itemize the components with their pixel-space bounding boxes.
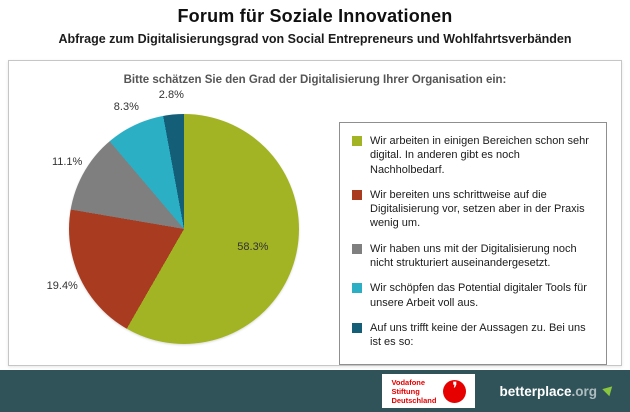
footer-bar: Vodafone Stiftung Deutschland ❜ betterpl… bbox=[0, 370, 630, 412]
betterplace-name: betterplace bbox=[499, 383, 572, 399]
legend-swatch bbox=[352, 136, 362, 146]
vodafone-line3: Deutschland bbox=[391, 395, 437, 405]
vodafone-speechmark-icon: ❜ bbox=[443, 379, 467, 403]
pie-area: 58.3% 19.4% 11.1% 8.3% 2.8% bbox=[9, 88, 339, 360]
chart-panel: Bitte schätzen Sie den Grad der Digitali… bbox=[8, 60, 622, 366]
legend-item: Wir bereiten uns schrittweise auf die Di… bbox=[352, 188, 594, 231]
legend-swatch bbox=[352, 322, 362, 333]
legend-item: Auf uns trifft keine der Aussagen zu. Be… bbox=[352, 321, 594, 350]
chart-row: 58.3% 19.4% 11.1% 8.3% 2.8% Wir arbeiten in … bbox=[9, 88, 621, 365]
header: Forum für Soziale Innovationen Abfrage z… bbox=[0, 0, 630, 46]
pie-label: 11.1% bbox=[51, 156, 83, 169]
legend-swatch bbox=[352, 189, 362, 200]
vodafone-line1: Vodafone bbox=[391, 377, 426, 387]
page-title: Forum für Soziale Innovationen bbox=[177, 6, 453, 26]
legend-label: Auf uns trifft keine der Aussagen zu. Be… bbox=[370, 321, 586, 349]
vodafone-logo-text: Vodafone Stiftung Deutschland bbox=[391, 378, 436, 405]
betterplace-tld: .org bbox=[571, 383, 598, 399]
legend-item: Wir arbeiten in einigen Bereichen schon … bbox=[352, 134, 594, 177]
pie-label: 2.8% bbox=[158, 89, 184, 102]
legend-label: Wir bereiten uns schrittweise auf die Di… bbox=[370, 188, 585, 230]
chart-legend: Wir arbeiten in einigen Bereichen schon … bbox=[339, 122, 607, 365]
legend-swatch bbox=[352, 243, 362, 254]
vodafone-line2: Stiftung bbox=[391, 386, 420, 396]
legend-item: Wir schöpfen das Potential digitaler Too… bbox=[352, 281, 594, 310]
page-subtitle: Abfrage zum Digitalisierungsgrad von Soc… bbox=[58, 32, 572, 46]
pie-label: 19.4% bbox=[46, 280, 78, 293]
betterplace-logo: betterplace .org bbox=[499, 382, 616, 399]
legend-item: Wir haben uns mit der Digitalisierung no… bbox=[352, 242, 594, 271]
pie-label: 58.3% bbox=[237, 241, 269, 254]
chart-question: Bitte schätzen Sie den Grad der Digitali… bbox=[123, 74, 507, 86]
pie-chart bbox=[69, 114, 299, 344]
legend-label: Wir schöpfen das Potential digitaler Too… bbox=[370, 282, 587, 309]
pie-label: 8.3% bbox=[113, 101, 139, 114]
vodafone-stiftung-logo: Vodafone Stiftung Deutschland ❜ bbox=[382, 374, 476, 408]
betterplace-arrow-icon bbox=[602, 382, 616, 397]
legend-label: Wir arbeiten in einigen Bereichen schon … bbox=[370, 135, 589, 176]
legend-swatch bbox=[352, 283, 362, 294]
legend-label: Wir haben uns mit der Digitalisierung no… bbox=[370, 242, 577, 270]
